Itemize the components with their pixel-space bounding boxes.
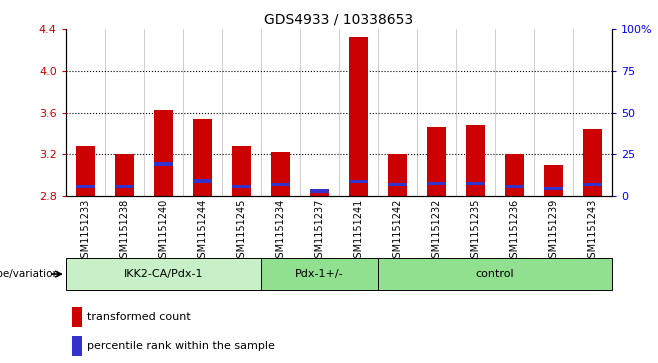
Bar bbox=[66, 258, 261, 290]
Bar bbox=[72, 307, 82, 327]
Bar bbox=[76, 185, 95, 188]
Text: GSM1151236: GSM1151236 bbox=[509, 199, 519, 264]
Text: GSM1151237: GSM1151237 bbox=[315, 199, 324, 265]
Text: IKK2-CA/Pdx-1: IKK2-CA/Pdx-1 bbox=[124, 269, 203, 279]
Text: GSM1151235: GSM1151235 bbox=[470, 199, 480, 265]
Bar bbox=[349, 37, 368, 196]
Bar bbox=[544, 187, 563, 190]
Bar bbox=[349, 180, 368, 183]
Text: GSM1151240: GSM1151240 bbox=[159, 199, 168, 264]
Bar bbox=[270, 152, 290, 196]
Bar bbox=[232, 185, 251, 188]
Bar bbox=[76, 146, 95, 196]
Bar bbox=[153, 110, 173, 196]
Bar bbox=[153, 162, 173, 166]
Text: GSM1151239: GSM1151239 bbox=[548, 199, 559, 264]
Text: GSM1151232: GSM1151232 bbox=[432, 199, 442, 265]
Text: GSM1151242: GSM1151242 bbox=[392, 199, 403, 265]
Title: GDS4933 / 10338653: GDS4933 / 10338653 bbox=[265, 12, 413, 26]
Bar bbox=[310, 193, 329, 196]
Bar bbox=[114, 185, 134, 188]
Bar bbox=[114, 154, 134, 196]
Bar bbox=[466, 182, 485, 185]
Bar bbox=[583, 183, 602, 186]
Bar bbox=[193, 119, 212, 196]
Bar bbox=[378, 258, 612, 290]
Text: GSM1151245: GSM1151245 bbox=[236, 199, 246, 265]
Text: GSM1151233: GSM1151233 bbox=[80, 199, 90, 264]
Bar bbox=[310, 189, 329, 193]
Text: Pdx-1+/-: Pdx-1+/- bbox=[295, 269, 343, 279]
Text: percentile rank within the sample: percentile rank within the sample bbox=[87, 341, 275, 351]
Text: transformed count: transformed count bbox=[87, 312, 191, 322]
Bar bbox=[583, 129, 602, 196]
Bar bbox=[388, 183, 407, 186]
Bar bbox=[261, 258, 378, 290]
Text: GSM1151243: GSM1151243 bbox=[588, 199, 597, 264]
Bar bbox=[426, 182, 446, 185]
Text: genotype/variation: genotype/variation bbox=[0, 269, 59, 279]
Bar bbox=[505, 154, 524, 196]
Bar bbox=[544, 165, 563, 196]
Text: GSM1151234: GSM1151234 bbox=[275, 199, 286, 264]
Bar bbox=[426, 127, 446, 196]
Bar bbox=[270, 183, 290, 186]
Text: GSM1151244: GSM1151244 bbox=[197, 199, 207, 264]
Bar bbox=[466, 125, 485, 196]
Text: GSM1151238: GSM1151238 bbox=[119, 199, 130, 264]
Bar bbox=[72, 336, 82, 356]
Text: control: control bbox=[476, 269, 514, 279]
Bar bbox=[232, 146, 251, 196]
Bar bbox=[505, 185, 524, 188]
Bar bbox=[388, 154, 407, 196]
Text: GSM1151241: GSM1151241 bbox=[353, 199, 363, 264]
Bar bbox=[193, 179, 212, 183]
